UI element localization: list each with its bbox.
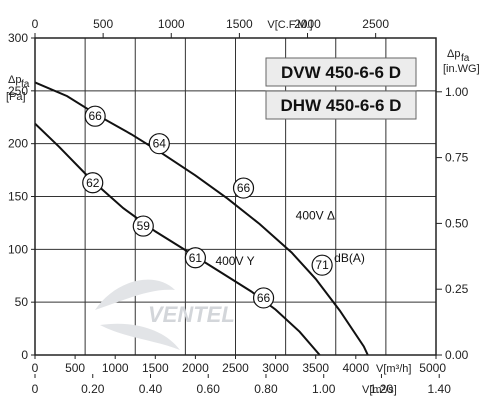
x2-tick-label: 1.00: [312, 382, 336, 396]
y-tick-label: 300: [8, 31, 28, 45]
db-marker: 61: [184, 247, 206, 269]
x2-axis-unit: V[m³/s]: [362, 384, 397, 396]
db-marker: 66: [84, 105, 106, 127]
db-marker-label: 66: [88, 109, 102, 123]
db-marker: 71: [311, 254, 333, 276]
db-marker-label: 62: [86, 176, 100, 190]
db-marker-circle: [132, 215, 154, 237]
right-y-tick-label: 0.50: [445, 216, 469, 230]
y-tick-label: 250: [8, 84, 28, 98]
x2-tick-label: 0.80: [254, 382, 278, 396]
x-axis-unit: V[m³/h]: [376, 363, 411, 375]
y-axis-label-sub: fa: [21, 79, 30, 90]
x-tick-label: 4000: [342, 361, 369, 375]
x2-tick-label: 0.40: [139, 382, 163, 396]
right-y-tick-label: 0.75: [445, 151, 469, 165]
right-y-axis-unit: [in.WG]: [443, 63, 480, 75]
model-box-1: DVW 450-6-6 D: [265, 57, 417, 87]
db-marker: 66: [252, 287, 275, 309]
db-marker-circle: [82, 172, 104, 194]
right-y-axis-label-sub: fa: [461, 53, 470, 64]
top-tick-label: 2000: [294, 17, 321, 31]
y-tick-label: 100: [8, 242, 28, 256]
y-tick-label: 50: [15, 295, 29, 309]
db-marker: 66: [232, 177, 255, 199]
watermark-text: VENTEL: [148, 302, 235, 327]
model-label-1: DVW 450-6-6 D: [281, 63, 401, 82]
db-marker-circle: [311, 254, 333, 276]
y-tick-label: 200: [8, 137, 28, 151]
x-tick-label: 0: [32, 361, 39, 375]
top-tick-label: 0: [32, 17, 39, 31]
top-tick-label: 500: [93, 17, 113, 31]
db-marker-circle: [148, 133, 170, 155]
right-y-axis-label: Δp: [447, 48, 460, 60]
top-tick-label: 2500: [362, 17, 389, 31]
top-tick-label: 1000: [158, 17, 185, 31]
db-marker-label: 64: [153, 137, 167, 151]
db-marker-label: 66: [237, 181, 251, 195]
x2-tick-label: 1.20: [370, 382, 394, 396]
right-y-tick-label: 1.00: [445, 85, 469, 99]
db-marker-circle: [84, 105, 106, 127]
db-annotation: dB(A): [334, 251, 365, 265]
y-axis-unit: [Pa]: [6, 91, 26, 103]
db-marker-label: 71: [315, 258, 329, 272]
x-tick-label: 1500: [142, 361, 169, 375]
x2-tick-label: 0.20: [81, 382, 105, 396]
x-tick-label: 2000: [182, 361, 209, 375]
db-marker: 59: [132, 215, 154, 237]
db-marker-circle: [232, 177, 255, 199]
db-markers: 66 64 66 71 62 59 61 66: [82, 105, 333, 309]
db-marker: 62: [82, 172, 104, 194]
db-marker-label: 61: [189, 251, 203, 265]
watermark: VENTEL: [95, 279, 235, 350]
right-y-tick-label: 0.25: [445, 282, 469, 296]
y-tick-label: 0: [21, 348, 28, 362]
top-axis-unit: V[C.F.M.]: [267, 19, 312, 31]
x-tick-label: 5000: [419, 361, 446, 375]
x-tick-label: 2500: [222, 361, 249, 375]
x2-tick-label: 1.40: [428, 382, 452, 396]
model-label-2: DHW 450-6-6 D: [281, 96, 402, 115]
y-tick-label: 150: [8, 190, 28, 204]
db-marker-circle: [184, 247, 206, 269]
right-y-tick-label: 0.00: [445, 348, 469, 362]
db-marker-label: 66: [257, 291, 271, 305]
db-marker-circle: [252, 287, 275, 309]
model-box-2: DHW 450-6-6 D: [265, 90, 417, 120]
x2-tick-label: 0: [32, 382, 39, 396]
y-axis-label: Δp: [8, 74, 21, 86]
x-tick-label: 3500: [302, 361, 329, 375]
x2-tick-label: 0.60: [197, 382, 221, 396]
x-tick-label: 1000: [102, 361, 129, 375]
x-tick-label: 3000: [262, 361, 289, 375]
db-marker-label: 59: [137, 219, 151, 233]
series-label-2: 400V Y: [215, 254, 254, 268]
fan-logo-icon: [95, 279, 180, 350]
series-label-1: 400V Δ: [296, 209, 335, 223]
x-tick-label: 500: [65, 361, 85, 375]
top-tick-label: 1500: [226, 17, 253, 31]
db-marker: 64: [148, 133, 170, 155]
